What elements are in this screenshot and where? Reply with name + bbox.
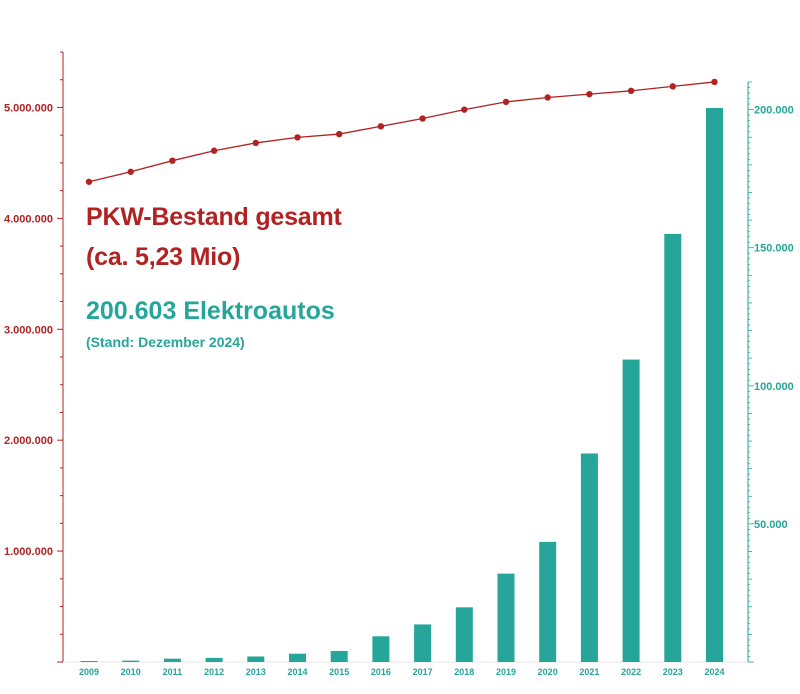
x-tick-label: 2020 (538, 667, 558, 677)
x-tick-label: 2012 (204, 667, 224, 677)
right-axis: 50.000 100.000 150.000 200.000 (747, 81, 794, 663)
point-2009 (85, 178, 93, 185)
x-tick-labels: 2009 2010 2011 2012 2013 2014 2015 2016 2017 2018… (79, 667, 725, 677)
point-2016 (377, 123, 385, 130)
point-2011 (169, 157, 176, 164)
bar-2021 (580, 453, 598, 662)
point-2020 (544, 94, 551, 101)
bar-series (80, 107, 723, 663)
point-2010 (127, 168, 134, 175)
point-2024 (711, 78, 718, 86)
bar-2011 (163, 658, 181, 662)
point-2019 (502, 98, 510, 106)
point-2015 (336, 130, 343, 138)
bar-2023 (664, 233, 682, 662)
right-tick-label: 150.000 (754, 243, 794, 255)
bar-2009 (80, 661, 98, 662)
x-tick-label: 2021 (579, 667, 599, 677)
x-tick-label: 2014 (287, 667, 307, 677)
x-tick-label: 2018 (454, 667, 474, 677)
bar-2014 (289, 653, 306, 662)
x-tick-label: 2009 (79, 667, 99, 677)
right-tick-label: 200.000 (754, 105, 794, 117)
x-tick-label: 2019 (496, 667, 516, 677)
left-tick-label: 2.000.000 (4, 435, 53, 447)
bar-2016 (372, 636, 390, 662)
bar-2024 (706, 107, 723, 663)
right-tick-label: 50.000 (754, 519, 788, 531)
bar-2019 (497, 573, 515, 662)
x-tick-label: 2017 (413, 667, 433, 677)
bar-2018 (455, 607, 473, 662)
bar-2020 (539, 541, 557, 662)
point-2023 (669, 83, 676, 90)
x-tick-label: 2023 (663, 667, 683, 677)
bar-2015 (330, 650, 348, 662)
bar-2017 (414, 624, 432, 662)
point-2014 (294, 134, 301, 141)
point-2013 (252, 139, 259, 147)
point-2018 (461, 106, 468, 113)
left-tick-label: 3.000.000 (4, 324, 53, 336)
x-tick-label: 2013 (246, 667, 266, 677)
bar-2013 (247, 656, 265, 662)
total-annotation-line1: PKW-Bestand gesamt (86, 203, 342, 231)
total-line (88, 81, 715, 183)
left-tick-label: 5.000.000 (4, 102, 53, 114)
x-tick-label: 2024 (704, 667, 724, 677)
ev-count-annotation: 200.603 Elektroautos (86, 297, 335, 325)
point-2021 (586, 90, 593, 98)
bar-2010 (122, 660, 140, 662)
x-tick-label: 2015 (329, 667, 349, 677)
x-tick-label: 2022 (621, 667, 641, 677)
x-tick-label: 2011 (163, 667, 183, 677)
right-tick-label: 100.000 (754, 381, 794, 393)
x-tick-label: 2010 (121, 667, 141, 677)
line-series (85, 78, 718, 185)
bar-2022 (622, 359, 640, 662)
bar-2012 (205, 657, 223, 662)
point-2022 (627, 87, 635, 95)
ev-date-annotation: (Stand: Dezember 2024) (86, 334, 245, 350)
point-2017 (419, 115, 426, 122)
total-annotation-line2: (ca. 5,23 Mio) (86, 243, 241, 271)
point-2012 (210, 147, 218, 154)
x-tick-label: 2016 (371, 667, 391, 677)
left-tick-label: 4.000.000 (4, 213, 53, 225)
left-tick-label: 1.000.000 (4, 546, 53, 558)
